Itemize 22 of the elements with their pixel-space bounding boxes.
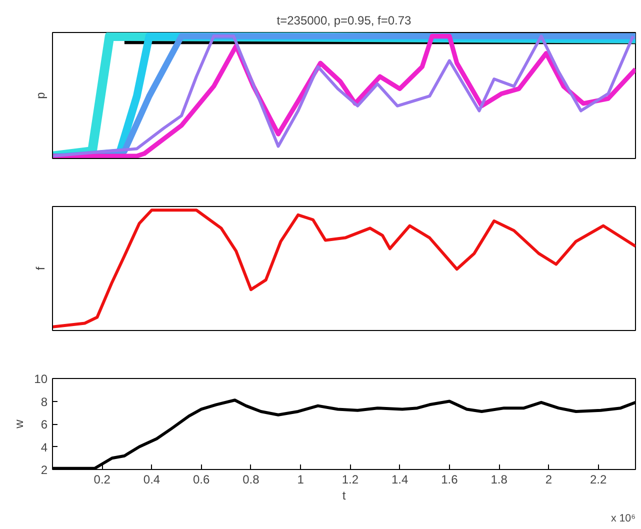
y-axis-title: p bbox=[34, 92, 48, 99]
text: x 10⁶ bbox=[610, 512, 636, 524]
x-tick-label: 1 bbox=[297, 472, 304, 486]
y-tick-label: 2 bbox=[40, 463, 48, 477]
x-tick-label: 0.2 bbox=[94, 472, 111, 486]
y-tick-label: 8 bbox=[40, 394, 48, 409]
x-tick-label: 0.4 bbox=[143, 472, 160, 486]
y-axis-title: w bbox=[12, 419, 26, 430]
x-tick-label: 1.8 bbox=[490, 472, 508, 486]
x-tick-label: 0.6 bbox=[193, 472, 210, 486]
y-tick-label: 4 bbox=[40, 440, 48, 454]
x-tick-label: 2.2 bbox=[590, 472, 607, 486]
y-axis-title: f bbox=[34, 266, 48, 270]
x-tick-label: 1.2 bbox=[342, 472, 359, 486]
x-tick-label: 2 bbox=[545, 472, 552, 486]
x-axis-title: t bbox=[342, 488, 346, 502]
x-tick-label: 1.4 bbox=[391, 472, 408, 486]
chart-title: t=235000, p=0.95, f=0.73 bbox=[276, 14, 412, 28]
x-tick-label: 1.6 bbox=[441, 472, 458, 486]
x-tick-label: 0.8 bbox=[242, 472, 260, 486]
y-tick-label: 10 bbox=[34, 372, 48, 386]
y-tick-label: 6 bbox=[40, 418, 48, 432]
